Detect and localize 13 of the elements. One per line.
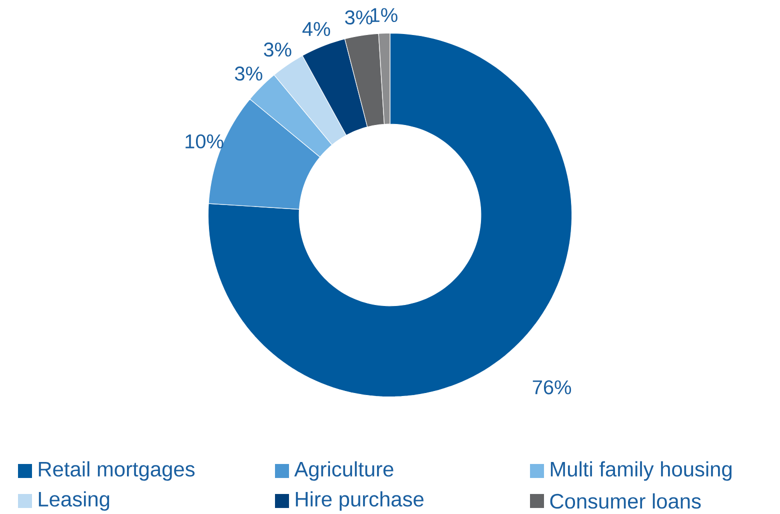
legend-label: Multi family housing xyxy=(550,461,732,481)
legend-label: Agriculture xyxy=(294,461,394,481)
data-label: 1% xyxy=(370,8,398,22)
legend-label: Leasing xyxy=(38,491,110,511)
data-label: 76% xyxy=(532,380,572,394)
legend-label: Hire purchase xyxy=(296,491,424,511)
data-label: 3% xyxy=(345,10,372,24)
legend-label: Consumer loans xyxy=(550,493,701,509)
data-label: 4% xyxy=(302,22,330,36)
legend-label: Retail mortgages xyxy=(38,461,195,481)
data-label: 3% xyxy=(234,66,262,81)
data-label: 3% xyxy=(264,42,292,57)
data-label: 10% xyxy=(186,134,224,148)
